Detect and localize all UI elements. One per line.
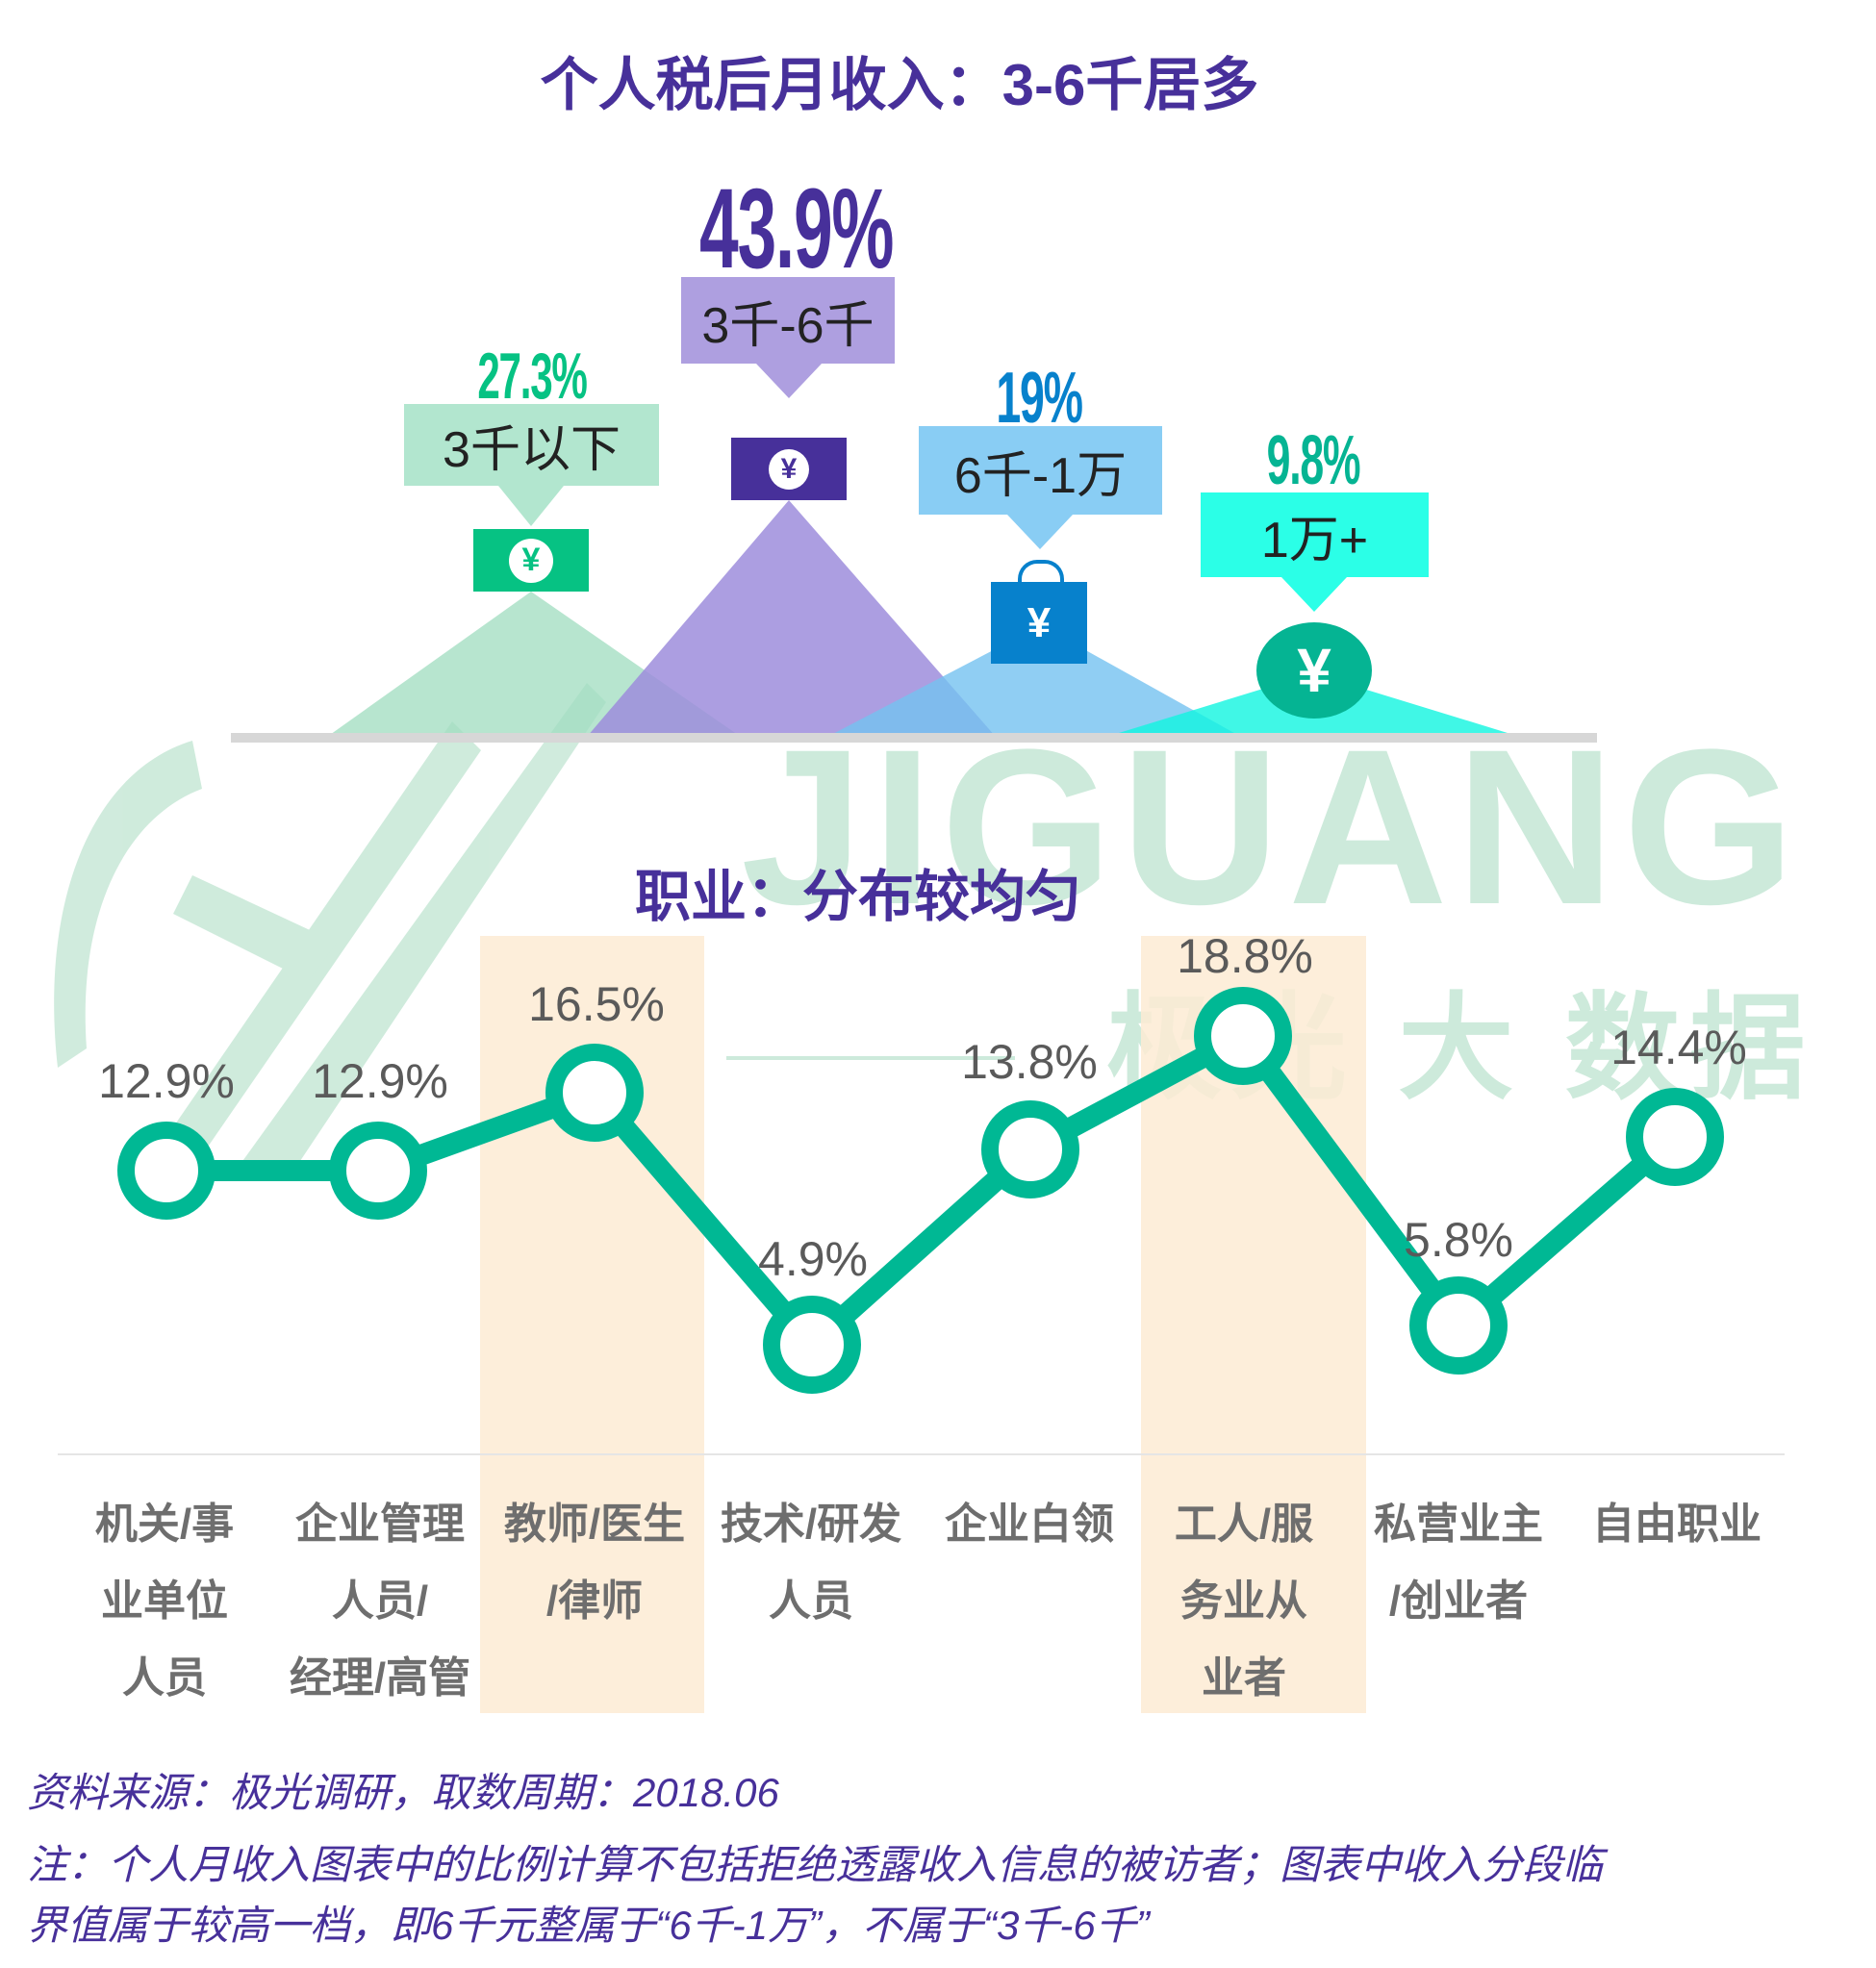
- income-label-4: 1万+: [1260, 512, 1369, 568]
- category-label-5: 企业白领: [945, 1501, 1114, 1548]
- footnote-line-1: 注：个人月收入图表中的比例计算不包括拒绝透露收入信息的被访者；图表中收入分段临: [27, 1842, 1604, 1887]
- wallet-yuan-icon: ¥: [731, 438, 847, 500]
- data-point-1: [117, 1122, 215, 1220]
- category-label-3: 教师/医生 /律师: [503, 1501, 686, 1625]
- category-label-1: 机关/事 业单位 人员: [94, 1501, 235, 1702]
- data-point-2: [329, 1122, 427, 1220]
- income-bubble-3: 6千-1万: [919, 426, 1162, 515]
- data-point-7: [1409, 1276, 1508, 1375]
- category-label-2: 企业管理 人员/ 经理/高管: [289, 1501, 471, 1702]
- data-label-3: 16.5%: [528, 977, 665, 1031]
- data-point-5: [981, 1100, 1079, 1198]
- income-bubble-4: 1万+: [1201, 492, 1429, 577]
- income-mountains: [231, 500, 1597, 743]
- income-pct-4: 9.8%: [1266, 422, 1361, 499]
- watermark-rule: [726, 1056, 1015, 1060]
- income-pointer-2: [756, 364, 822, 398]
- income-title: 个人税后月收入：3-6千居多: [540, 53, 1259, 117]
- income-label-2: 3千-6千: [701, 297, 875, 354]
- data-label-2: 12.9%: [312, 1054, 448, 1108]
- data-point-8: [1626, 1088, 1724, 1186]
- data-label-1: 12.9%: [98, 1054, 235, 1108]
- income-bubble-1: 3千以下: [404, 404, 659, 486]
- income-pct-1: 27.3%: [477, 340, 588, 413]
- category-label-8: 自由职业: [1592, 1501, 1762, 1548]
- occupation-line-chart: [58, 987, 1785, 1455]
- data-label-7: 5.8%: [1404, 1213, 1513, 1267]
- income-label-1: 3千以下: [443, 422, 621, 478]
- income-pct-2: 43.9%: [699, 165, 894, 292]
- data-point-6: [1194, 987, 1292, 1085]
- income-label-3: 6千-1万: [953, 447, 1128, 504]
- income-pointer-1: [498, 486, 564, 526]
- data-point-3: [545, 1044, 644, 1142]
- footnote-line-2: 界值属于较高一档，即6千元整属于“6千-1万”，不属于“3千-6千”: [27, 1903, 1150, 1948]
- data-point-4: [763, 1296, 861, 1394]
- income-bubble-2: 3千-6千: [681, 277, 895, 364]
- bag-handle: [1018, 560, 1064, 591]
- occupation-title: 职业：分布较均匀: [635, 866, 1082, 928]
- data-label-8: 14.4%: [1610, 1021, 1747, 1074]
- watermark-logo-icon: [54, 683, 606, 1183]
- income-pct-3: 19%: [996, 357, 1083, 438]
- category-label-7: 私营业主 /创业者: [1374, 1501, 1543, 1625]
- data-label-5: 13.8%: [961, 1035, 1098, 1089]
- shopping-bag-yuan-icon: ¥: [991, 582, 1087, 664]
- source-note: 资料来源：极光调研，取数周期：2018.06: [27, 1770, 779, 1815]
- data-label-6: 18.8%: [1177, 929, 1313, 983]
- watermark-brand: JIGUANG: [741, 703, 1803, 950]
- category-label-6: 工人/服 务业从 业者: [1174, 1501, 1314, 1702]
- category-label-4: 技术/研发 人员: [720, 1501, 902, 1625]
- income-pointer-4: [1281, 577, 1347, 612]
- data-label-4: 4.9%: [758, 1232, 868, 1286]
- banknote-yuan-icon: ¥: [473, 529, 589, 592]
- coin-yuan-icon: ¥: [1256, 622, 1372, 719]
- income-pointer-3: [1007, 515, 1073, 549]
